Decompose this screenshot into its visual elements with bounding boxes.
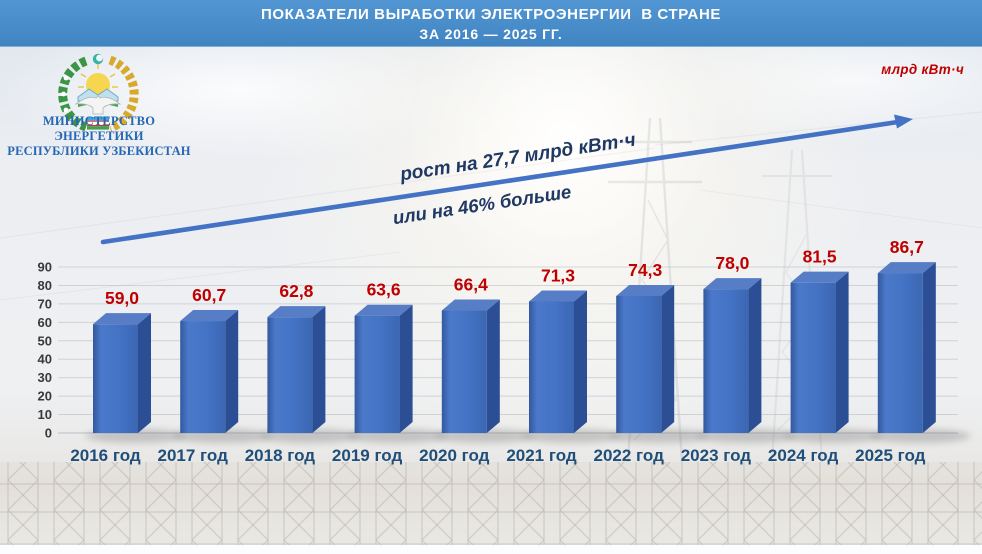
- ministry-name: МИНИСТЕРСТВО ЭНЕРГЕТИКИ РЕСПУБЛИКИ УЗБЕК…: [2, 114, 196, 159]
- growth-annotation: рост на 27,7 млрд кВт·ч: [398, 129, 638, 186]
- bar-top-face: [93, 313, 151, 325]
- y-tick-label-30: 30: [38, 370, 52, 385]
- axis-units-label: млрд кВт·ч: [881, 62, 964, 77]
- bar-side-face: [661, 284, 675, 433]
- bar-side-face: [225, 310, 239, 433]
- arrowhead-icon: [894, 114, 913, 129]
- substation-photo-strip: [0, 462, 982, 546]
- bar-shadow: [85, 429, 186, 443]
- bar-shadow: [521, 429, 622, 443]
- value-label-2021: 71,3: [541, 265, 575, 285]
- category-label-2017: 2017 год: [158, 446, 229, 465]
- bar-side-face: [138, 313, 151, 433]
- uzbekistan-emblem-icon: [58, 53, 139, 133]
- value-label-2023: 78,0: [715, 253, 749, 273]
- y-tick-label-10: 10: [38, 407, 52, 422]
- bar-shadow: [347, 429, 448, 443]
- bar-shadow: [434, 429, 535, 443]
- bar-shadow: [783, 429, 884, 443]
- value-label-2022: 74,3: [628, 260, 662, 280]
- bar-front-face: [877, 273, 923, 433]
- value-label-2024: 81,5: [803, 247, 837, 267]
- bar-column-2018: 62,8 2018 год: [245, 281, 360, 465]
- bar-column-2019: 63,6 2019 год: [332, 280, 448, 465]
- y-tick-label-80: 80: [38, 278, 52, 293]
- category-label-2023: 2023 год: [681, 446, 752, 465]
- bar-top-face: [354, 304, 413, 316]
- category-label-2020: 2020 год: [419, 446, 490, 465]
- y-tick-label-60: 60: [38, 315, 52, 330]
- bar-top-face: [703, 278, 762, 290]
- bar-top-face: [180, 310, 239, 322]
- ministry-name-line2: РЕСПУБЛИКИ УЗБЕКИСТАН: [7, 144, 191, 158]
- bar-front-face: [93, 324, 138, 433]
- bar-side-face: [922, 262, 936, 433]
- value-label-2020: 66,4: [454, 275, 488, 295]
- bar-top-face: [877, 262, 936, 274]
- category-label-2025: 2025 год: [855, 446, 926, 465]
- bar-front-face: [790, 282, 836, 433]
- bar-side-face: [486, 299, 500, 433]
- bar-column-2020: 66,4 2020 год: [419, 275, 535, 465]
- bar-side-face: [835, 271, 849, 433]
- slide-title-line1: ПОКАЗАТЕЛИ ВЫРАБОТКИ ЭЛЕКТРОЭНЕРГИИ В СТ…: [260, 6, 721, 23]
- bar-front-face: [441, 310, 487, 433]
- bar-top-face: [441, 299, 500, 311]
- bar-shadow: [172, 429, 273, 443]
- bar-shadow: [870, 429, 971, 443]
- bar-top-face: [529, 290, 587, 302]
- value-label-2019: 63,6: [367, 280, 401, 300]
- transmission-tower-silhouette: [762, 149, 832, 463]
- transmission-tower-silhouette: [608, 117, 702, 463]
- value-label-2025: 86,7: [890, 237, 924, 257]
- bar-top-face: [267, 306, 326, 318]
- bar-front-face: [529, 301, 574, 433]
- title-banner: ПОКАЗАТЕЛИ ВЫРАБОТКИ ЭЛЕКТРОЭНЕРГИИ В СТ…: [0, 0, 982, 47]
- y-tick-label-50: 50: [38, 333, 52, 348]
- bar-shadow: [259, 429, 360, 443]
- bar-top-face: [616, 284, 675, 296]
- bar-column-2017: 60,7 2017 год: [158, 285, 273, 465]
- bar-top-face: [790, 271, 849, 283]
- value-label-2018: 62,8: [279, 281, 313, 301]
- y-tick-label-70: 70: [38, 296, 52, 311]
- bar-side-face: [748, 278, 762, 433]
- slide-title-line2: ЗА 2016 — 2025 ГГ.: [419, 26, 563, 42]
- category-label-2024: 2024 год: [768, 446, 839, 465]
- bar-side-face: [574, 290, 587, 433]
- bar-column-2025: 86,7 2025 год: [855, 237, 971, 465]
- bar-column-2023: 78,0 2023 год: [681, 253, 796, 465]
- bar-side-face: [399, 304, 413, 433]
- category-label-2021: 2021 год: [506, 446, 577, 465]
- bar-shadow: [695, 429, 796, 443]
- bar-column-2021: 71,3 2021 год: [506, 265, 622, 465]
- bar-front-face: [616, 295, 662, 433]
- bar-column-2024: 81,5 2024 год: [768, 247, 884, 465]
- bar-side-face: [312, 306, 326, 433]
- y-tick-label-20: 20: [38, 389, 52, 404]
- value-label-2016: 59,0: [105, 288, 139, 308]
- y-tick-label-0: 0: [45, 426, 52, 441]
- bar-front-face: [354, 315, 400, 433]
- bar-shadow: [608, 429, 709, 443]
- bar-column-2022: 74,3 2022 год: [594, 260, 709, 465]
- category-label-2018: 2018 год: [245, 446, 316, 465]
- bar-front-face: [267, 317, 313, 433]
- category-label-2016: 2016 год: [70, 446, 141, 465]
- bar-front-face: [180, 321, 226, 433]
- bar-column-2016: 59,0 2016 год: [70, 288, 186, 465]
- category-label-2019: 2019 год: [332, 446, 403, 465]
- bar-front-face: [703, 289, 749, 433]
- value-label-2017: 60,7: [192, 285, 226, 305]
- y-tick-label-90: 90: [38, 260, 52, 275]
- flag-banner: [87, 117, 109, 130]
- category-label-2022: 2022 год: [594, 446, 665, 465]
- ministry-name-line1: МИНИСТЕРСТВО ЭНЕРГЕТИКИ: [42, 114, 156, 143]
- y-tick-label-40: 40: [38, 352, 52, 367]
